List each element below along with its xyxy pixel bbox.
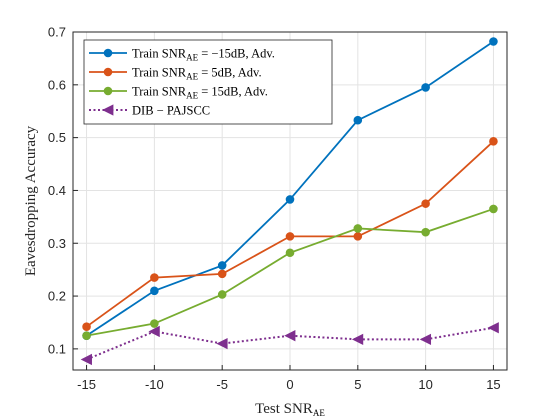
- series-2-point: [489, 137, 498, 146]
- legend-label-subscript: AE: [186, 91, 198, 101]
- legend-entry-4: DIB − PAJSCC: [132, 104, 210, 118]
- series-2-point: [285, 232, 295, 241]
- legend-label-rest: = 5dB, Adv.: [198, 66, 262, 80]
- x-tick-label: -15: [77, 377, 96, 392]
- series-2-point: [353, 232, 363, 241]
- series-4-point: [351, 333, 364, 346]
- series-4-point: [80, 353, 92, 366]
- series-4-point: [148, 325, 160, 338]
- x-axis-ticks: -15 -10 -5 0 5 10 15: [77, 365, 501, 392]
- series-3-point: [217, 290, 227, 299]
- series-1-point: [217, 261, 227, 270]
- series-3-point: [421, 227, 430, 237]
- series-2-point: [421, 199, 430, 208]
- series-3-point: [353, 224, 363, 233]
- series-1-point: [489, 37, 498, 46]
- x-tick-label: -10: [145, 377, 164, 392]
- series-4-point: [216, 337, 228, 350]
- legend-entry-3: Train SNRAE = 15dB, Adv.: [132, 85, 268, 101]
- y-axis-ticks: 0.1 0.2 0.3 0.4 0.5 0.6 0.7: [48, 25, 78, 356]
- y-tick-label: 0.6: [48, 77, 66, 92]
- series-2-point: [217, 269, 227, 279]
- series-1-point: [353, 115, 363, 125]
- legend-label: DIB − PAJSCC: [132, 104, 210, 118]
- y-tick-label: 0.7: [48, 25, 66, 40]
- y-tick-label: 0.4: [48, 183, 66, 198]
- series-3-point: [285, 248, 295, 258]
- series-4-point: [487, 322, 499, 334]
- x-tick-label: 5: [354, 377, 361, 392]
- series-3-point: [82, 331, 91, 340]
- y-tick-label: 0.3: [48, 236, 66, 251]
- legend-label-rest: = −15dB, Adv.: [198, 47, 275, 61]
- x-tick-label: -5: [216, 377, 228, 392]
- legend-swatch-marker: [102, 104, 114, 116]
- legend-swatch-marker: [103, 48, 113, 58]
- series-4-point: [419, 333, 432, 346]
- series-4-point: [284, 330, 296, 342]
- y-tick-label: 0.1: [48, 341, 66, 356]
- x-tick-label: 0: [286, 377, 293, 392]
- legend-swatch-marker: [103, 67, 113, 77]
- x-tick-label: 15: [486, 377, 500, 392]
- series-1-point: [150, 286, 159, 296]
- y-tick-label: 0.2: [48, 289, 66, 304]
- series-1-point: [285, 195, 295, 204]
- series-2-point: [82, 322, 91, 331]
- series-3-point: [150, 319, 159, 328]
- legend-label-rest: = 15dB, Adv.: [198, 85, 268, 99]
- y-tick-label: 0.5: [48, 130, 66, 145]
- series-2-point: [150, 273, 159, 282]
- legend-entry-2: Train SNRAE = 5dB, Adv.: [132, 66, 262, 82]
- legend-label-subscript: AE: [186, 53, 198, 63]
- x-tick-label: 10: [418, 377, 432, 392]
- legend-entry-1: Train SNRAE = −15dB, Adv.: [132, 47, 275, 63]
- series-3-point: [489, 204, 498, 214]
- series-1-point: [421, 83, 430, 92]
- x-axis-label-main: Test SNR: [255, 401, 313, 417]
- legend-label-subscript: AE: [186, 72, 198, 82]
- x-axis-label-subscript: AE: [313, 408, 325, 418]
- legend: Train SNRAE = −15dB, Adv.Train SNRAE = 5…: [83, 39, 333, 125]
- legend-label: Train SNR: [132, 85, 187, 99]
- series-markers: [80, 37, 499, 366]
- x-axis-label: Test SNRAE: [255, 401, 325, 418]
- legend-label: Train SNR: [132, 47, 187, 61]
- legend-label: Train SNR: [132, 66, 187, 80]
- y-axis-label: Eavesdropping Accuracy: [23, 125, 39, 276]
- legend-swatch-marker: [103, 86, 113, 96]
